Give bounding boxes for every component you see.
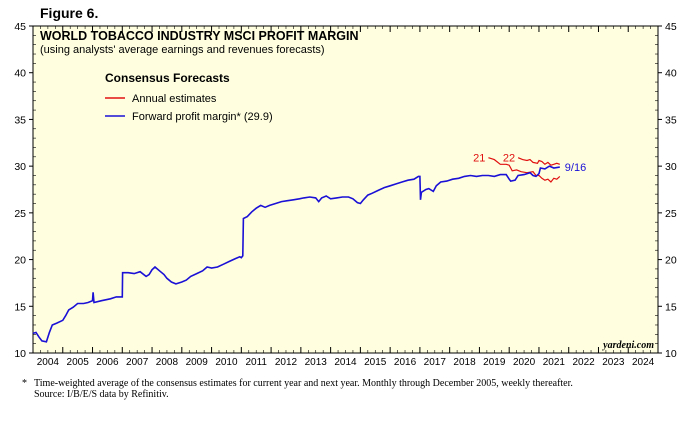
- x-tick-label: 2010: [215, 357, 238, 368]
- chart-subtitle: (using analysts' average earnings and re…: [40, 44, 325, 56]
- y-tick-label-left: 35: [14, 114, 26, 126]
- x-tick-label: 2005: [67, 357, 90, 368]
- x-tick-label: 2008: [156, 357, 179, 368]
- y-tick-label-left: 30: [14, 161, 26, 173]
- y-tick-label-left: 20: [14, 255, 26, 267]
- y-tick-label-right: 30: [665, 161, 677, 173]
- x-tick-label: 2023: [602, 357, 625, 368]
- x-tick-label: 2020: [513, 357, 536, 368]
- legend: Consensus Forecasts Annual estimates For…: [105, 71, 273, 123]
- chart-title: WORLD TOBACCO INDUSTRY MSCI PROFIT MARGI…: [40, 29, 359, 43]
- x-tick-label: 2012: [275, 357, 298, 368]
- annual-estimate-line-22: [517, 157, 560, 166]
- forward-profit-margin-line: [32, 165, 560, 343]
- y-tick-label-right: 10: [665, 348, 677, 360]
- forward-profit-margin-end-label: 9/16: [565, 162, 586, 174]
- y-tick-label-right: 40: [665, 68, 677, 80]
- x-tick-label: 2016: [394, 357, 417, 368]
- x-tick-label: 2007: [126, 357, 149, 368]
- footnote-star: *: [22, 378, 27, 389]
- footnote-text: Time-weighted average of the consensus e…: [34, 378, 573, 389]
- footnote-source: Source: I/B/E/S data by Refinitiv.: [34, 389, 169, 400]
- x-tick-label: 2017: [424, 357, 447, 368]
- footnote: * Time-weighted average of the consensus …: [22, 378, 672, 400]
- y-tick-label-right: 45: [665, 21, 677, 33]
- x-tick-label: 2011: [245, 357, 267, 368]
- annual-estimate-label-21: 21: [473, 153, 485, 165]
- y-tick-label-right: 35: [665, 114, 677, 126]
- x-tick-label: 2018: [453, 357, 476, 368]
- legend-label-annual-estimates: Annual estimates: [132, 93, 217, 105]
- y-tick-label-right: 15: [665, 301, 677, 313]
- x-tick-label: 2019: [483, 357, 506, 368]
- watermark: yardeni.com: [602, 340, 654, 351]
- x-tick-label: 2009: [186, 357, 209, 368]
- y-tick-label-left: 40: [14, 68, 26, 80]
- plot-area: [32, 25, 659, 354]
- legend-label-forward-profit-margin: Forward profit margin* (29.9): [132, 111, 273, 123]
- annual-estimate-label-22: 22: [503, 153, 515, 165]
- y-tick-label-right: 20: [665, 255, 677, 267]
- legend-title: Consensus Forecasts: [105, 71, 230, 85]
- x-tick-label: 2013: [305, 357, 328, 368]
- y-tick-label-left: 25: [14, 208, 26, 220]
- annual-estimate-line-21: [488, 157, 561, 183]
- y-tick-label-right: 25: [665, 208, 677, 220]
- x-tick-label: 2006: [96, 357, 119, 368]
- figure-label: Figure 6.: [40, 5, 99, 21]
- x-tick-label: 2014: [334, 357, 357, 368]
- y-tick-label-left: 45: [14, 21, 26, 33]
- x-tick-label: 2022: [572, 357, 595, 368]
- y-tick-label-left: 10: [14, 348, 26, 360]
- x-tick-label: 2021: [543, 357, 566, 368]
- x-tick-label: 2024: [632, 357, 655, 368]
- y-tick-label-left: 15: [14, 301, 26, 313]
- x-tick-label: 2015: [364, 357, 387, 368]
- x-tick-label: 2004: [37, 357, 60, 368]
